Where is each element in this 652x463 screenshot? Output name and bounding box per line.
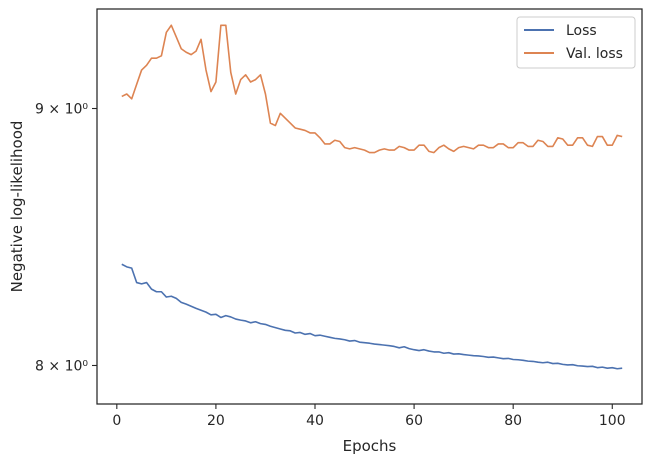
plot-area [121, 24, 623, 370]
y-tick-label: 9 × 10⁰ [35, 102, 88, 118]
x-tick-label: 40 [306, 413, 324, 429]
series-line-val-loss [121, 24, 623, 154]
x-tick-label: 0 [112, 413, 121, 429]
series-line-loss [121, 263, 623, 370]
legend-label-loss: Loss [566, 23, 597, 39]
x-tick-label: 20 [207, 413, 225, 429]
x-tick-label: 80 [504, 413, 522, 429]
x-tick-label: 100 [599, 413, 626, 429]
legend: Loss Val. loss [516, 16, 636, 69]
x-tick-label: 60 [405, 413, 423, 429]
x-axis-label: Epochs [343, 437, 397, 455]
y-axis: 8 × 10⁰ 9 × 10⁰ [35, 102, 97, 374]
axes-frame [96, 8, 643, 405]
y-tick-label: 8 × 10⁰ [35, 358, 88, 374]
legend-label-val-loss: Val. loss [566, 46, 623, 62]
x-axis: 0 20 40 60 80 100 [112, 404, 626, 429]
y-axis-label: Negative log-likelihood [8, 121, 26, 293]
